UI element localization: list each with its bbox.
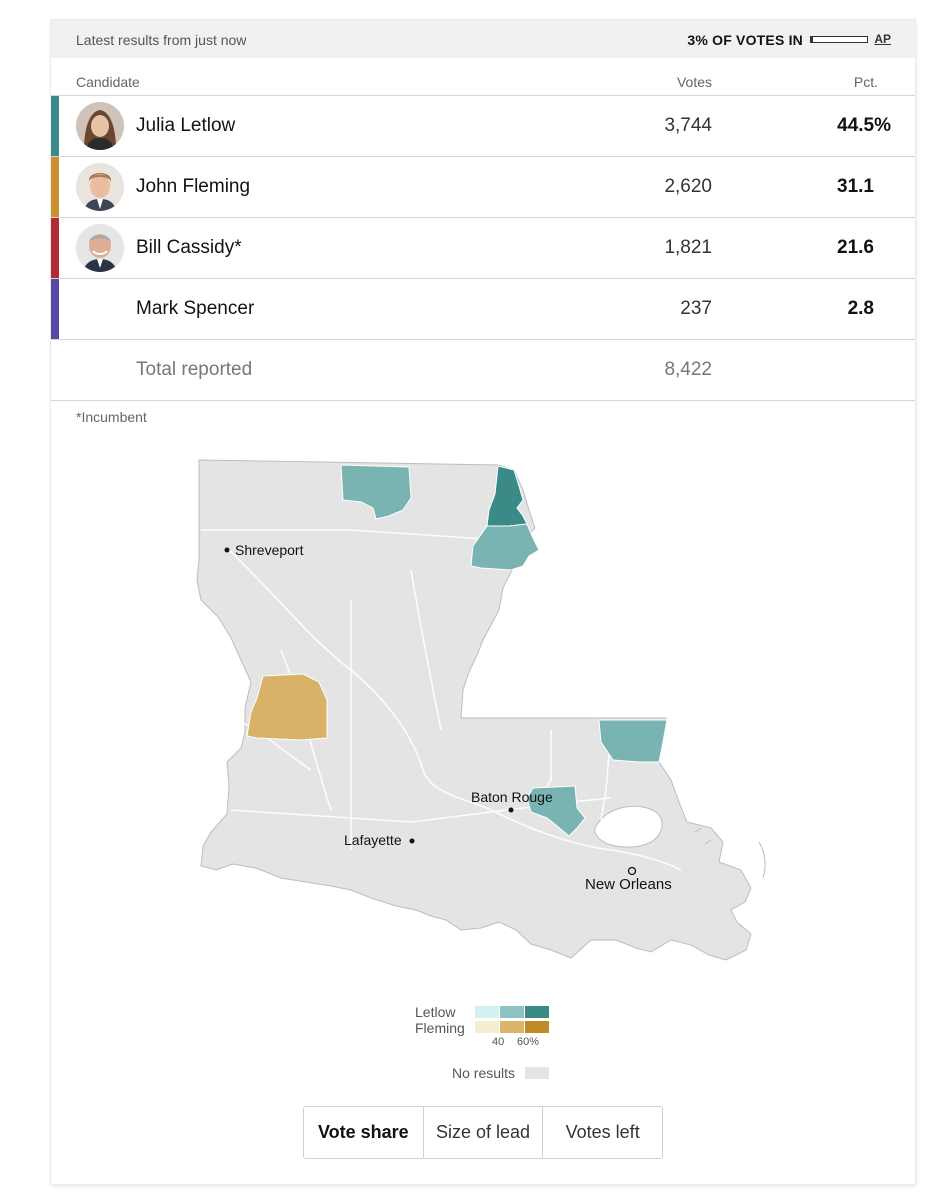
- candidate-color-stripe: [51, 279, 59, 339]
- candidate-photo: [76, 224, 124, 272]
- table-row: Julia Letlow 3,744 44.5%: [51, 96, 915, 157]
- column-header-candidate: Candidate: [76, 74, 140, 90]
- city-dot: [409, 838, 415, 844]
- candidate-pct: 31.1: [837, 176, 874, 197]
- city-dot: [508, 807, 514, 813]
- candidate-name: John Fleming: [136, 176, 251, 197]
- toggle-size-of-lead[interactable]: Size of lead: [424, 1107, 544, 1158]
- legend-swatch-fleming-low: [475, 1021, 499, 1033]
- city-label: Shreveport: [235, 542, 304, 558]
- map-view-toggle: Vote share Size of lead Votes left: [303, 1106, 663, 1159]
- candidate-color-stripe: [51, 218, 59, 278]
- candidate-votes: 2,620: [664, 176, 712, 197]
- candidate-photo: [76, 102, 124, 150]
- legend-label-fleming: Fleming: [415, 1020, 465, 1036]
- candidate-pct: 2.8: [847, 298, 874, 319]
- total-row: Total reported 8,422: [51, 340, 915, 401]
- candidate-votes: 3,744: [664, 115, 712, 136]
- column-header-pct: Pct.: [853, 74, 878, 90]
- header-divider: [51, 95, 915, 96]
- votes-in-label: 3% OF VOTES IN: [687, 32, 803, 48]
- results-status-bar: Latest results from just now 3% OF VOTES…: [51, 20, 915, 58]
- map-legend: Letlow Fleming 40 60% No results: [51, 1000, 915, 1090]
- candidate-photo: [76, 163, 124, 211]
- candidate-color-stripe: [51, 157, 59, 217]
- legend-swatch-letlow-low: [475, 1006, 499, 1018]
- parish-letlow-lead: [470, 523, 540, 571]
- legend-label-letlow: Letlow: [415, 1004, 456, 1020]
- city-dot: [627, 866, 637, 876]
- votes-in-progress-bar: [810, 36, 868, 43]
- candidate-pct: 44.5%: [837, 115, 891, 136]
- legend-swatch-fleming-mid: [500, 1021, 524, 1033]
- city-dot: [224, 547, 230, 553]
- city-label: New Orleans: [585, 876, 672, 893]
- legend-swatch-letlow-mid: [500, 1006, 524, 1018]
- lake-pontchartrain: [594, 805, 663, 848]
- legend-no-results-label: No results: [452, 1065, 516, 1081]
- candidate-name: Mark Spencer: [136, 298, 255, 319]
- parish-fleming-lead: [246, 673, 328, 741]
- louisiana-results-map[interactable]: Shreveport Baton Rouge Lafayette New Orl…: [51, 450, 915, 1010]
- city-label: Lafayette: [344, 832, 402, 848]
- legend-swatch-fleming-high: [525, 1021, 549, 1033]
- votes-in-progress-fill: [811, 37, 813, 42]
- parish-letlow-strong: [486, 465, 528, 527]
- total-votes: 8,422: [664, 359, 712, 380]
- parish-letlow-lead: [598, 719, 668, 763]
- table-row: Mark Spencer 237 2.8: [51, 279, 915, 340]
- candidate-name: Julia Letlow: [136, 115, 236, 136]
- column-header-votes: Votes: [676, 74, 712, 90]
- toggle-vote-share[interactable]: Vote share: [304, 1107, 424, 1158]
- toggle-votes-left[interactable]: Votes left: [565, 1122, 640, 1142]
- incumbent-footnote: *Incumbent: [76, 409, 147, 425]
- table-row: Bill Cassidy* 1,821 21.6: [51, 218, 915, 279]
- latest-update-text: Latest results from just now: [76, 32, 247, 48]
- table-row: John Fleming 2,620 31.1: [51, 157, 915, 218]
- legend-tick: 60%: [517, 1036, 540, 1048]
- legend-swatch-letlow-high: [525, 1006, 549, 1018]
- parish-letlow-lead: [340, 464, 412, 520]
- candidate-votes: 1,821: [664, 237, 712, 258]
- legend-no-results-swatch: [525, 1067, 549, 1079]
- ap-source-link[interactable]: AP: [874, 32, 891, 46]
- candidate-votes: 237: [680, 298, 712, 319]
- parish-letlow-lead: [526, 785, 586, 837]
- candidate-color-stripe: [51, 96, 59, 156]
- total-label: Total reported: [136, 359, 253, 380]
- candidate-name: Bill Cassidy*: [136, 237, 242, 258]
- city-label: Baton Rouge: [471, 789, 553, 805]
- legend-tick: 40: [492, 1036, 505, 1048]
- results-card: Latest results from just now 3% OF VOTES…: [51, 20, 915, 1184]
- candidate-pct: 21.6: [837, 237, 874, 258]
